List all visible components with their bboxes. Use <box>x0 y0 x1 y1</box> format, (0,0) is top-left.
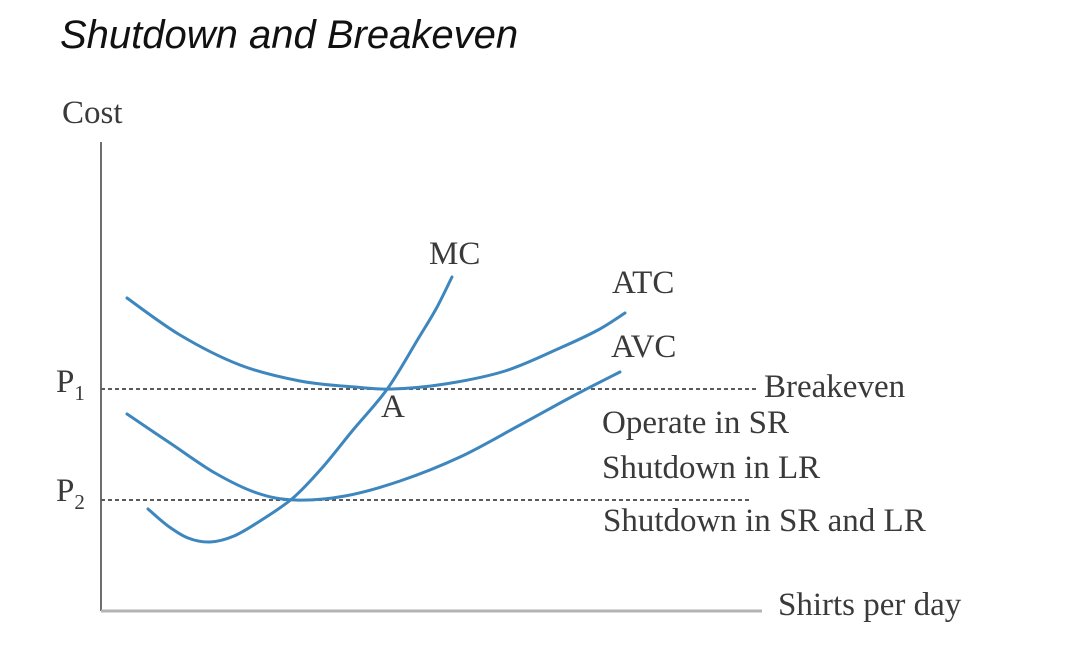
x-axis-label: Shirts per day <box>778 587 962 623</box>
shutdown-in-lr-annotation: Shutdown in LR <box>602 450 821 486</box>
mc-curve <box>146 275 454 544</box>
p1-subscript: 1 <box>74 381 85 405</box>
p1-base: P <box>56 364 75 400</box>
figure-title: Shutdown and Breakeven <box>60 13 519 57</box>
operate-in-sr-annotation: Operate in SR <box>602 405 789 441</box>
price-label-p2: P2 <box>56 473 85 513</box>
p2-base: P <box>56 473 75 509</box>
point-a-label: A <box>381 389 405 425</box>
price-label-p1: P1 <box>56 364 85 404</box>
shutdown-in-sr-lr-annotation: Shutdown in SR and LR <box>603 503 926 539</box>
atc-curve <box>125 296 627 391</box>
avc-curve-label: AVC <box>611 329 677 365</box>
breakeven-annotation: Breakeven <box>764 369 906 405</box>
mc-curve-label: MC <box>429 236 481 272</box>
y-axis-label: Cost <box>62 95 123 131</box>
atc-curve-label: ATC <box>612 265 675 301</box>
p2-subscript: 2 <box>74 490 85 514</box>
avc-curve <box>125 370 622 502</box>
